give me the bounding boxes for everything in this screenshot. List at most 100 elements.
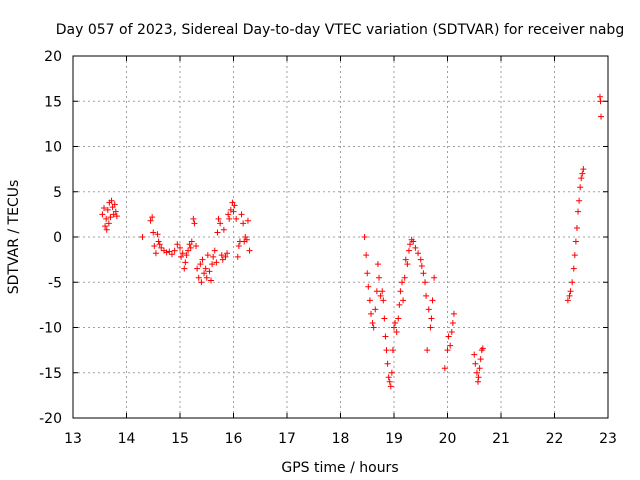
data-point <box>578 175 585 182</box>
data-point <box>415 250 422 257</box>
data-point <box>105 220 112 227</box>
data-point <box>577 184 584 191</box>
data-point <box>397 288 404 295</box>
data-point <box>210 253 217 260</box>
data-point <box>364 270 371 277</box>
data-point <box>384 360 391 367</box>
x-tick-label: 21 <box>492 431 510 447</box>
data-point <box>447 342 454 349</box>
data-point <box>564 297 571 304</box>
data-point <box>215 215 222 222</box>
data-point <box>429 297 436 304</box>
data-point <box>238 211 245 218</box>
data-point <box>372 306 379 313</box>
data-point <box>147 217 154 224</box>
data-point <box>385 374 392 381</box>
x-tick-label: 17 <box>278 431 296 447</box>
data-point <box>197 261 204 268</box>
data-point <box>383 347 390 354</box>
data-point <box>428 315 435 322</box>
data-point <box>596 93 603 100</box>
data-point <box>392 319 399 326</box>
x-tick-label: 16 <box>225 431 243 447</box>
x-tick-label: 22 <box>546 431 564 447</box>
data-point <box>579 170 586 177</box>
data-point <box>103 215 110 222</box>
data-point <box>567 288 574 295</box>
data-point <box>393 329 400 336</box>
data-point <box>569 279 576 286</box>
y-tick-label: -10 <box>39 321 62 337</box>
data-point <box>208 277 215 284</box>
data-point <box>572 238 579 245</box>
data-point <box>150 229 157 236</box>
data-point <box>181 265 188 272</box>
data-point <box>386 378 393 385</box>
data-point <box>377 292 384 299</box>
data-point <box>218 252 225 259</box>
data-point <box>156 241 163 248</box>
data-point <box>235 243 242 250</box>
data-point <box>149 214 156 221</box>
data-point <box>201 270 208 277</box>
data-point <box>111 201 118 208</box>
data-point <box>177 244 183 251</box>
x-tick-label: 20 <box>439 431 457 447</box>
data-point <box>366 297 373 304</box>
data-point <box>363 252 370 259</box>
data-point <box>474 378 481 385</box>
data-points <box>99 93 605 390</box>
data-point <box>580 166 587 173</box>
data-point <box>195 274 202 281</box>
data-point <box>410 238 417 245</box>
data-point <box>191 220 198 227</box>
data-point <box>400 297 407 304</box>
data-point <box>597 98 604 105</box>
data-point <box>472 360 479 367</box>
data-point <box>473 369 480 376</box>
data-point <box>399 279 406 286</box>
data-point <box>444 347 451 354</box>
data-point <box>445 333 452 340</box>
data-point <box>199 256 206 263</box>
x-tick-label: 13 <box>64 431 82 447</box>
data-point <box>367 310 374 317</box>
data-point <box>209 261 216 268</box>
data-point <box>425 306 432 313</box>
data-point <box>185 247 192 254</box>
data-point <box>422 279 429 286</box>
data-point <box>102 223 109 230</box>
data-point <box>404 261 411 268</box>
data-point <box>418 262 425 269</box>
data-point <box>389 347 396 354</box>
y-tick-label: 15 <box>44 94 62 110</box>
data-point <box>204 252 211 259</box>
data-point <box>391 324 397 331</box>
data-point <box>151 243 158 250</box>
data-point <box>379 288 386 295</box>
data-point <box>203 274 210 281</box>
data-point <box>477 356 484 363</box>
grid-lines <box>73 56 608 418</box>
chart-title: Day 057 of 2023, Sidereal Day-to-day VTE… <box>56 22 624 38</box>
y-tick-label: 5 <box>53 185 62 201</box>
data-point <box>402 256 409 263</box>
y-tick-label: 10 <box>44 140 62 156</box>
x-tick-label: 18 <box>332 431 350 447</box>
data-point <box>224 250 231 257</box>
data-point <box>99 211 106 218</box>
data-point <box>220 226 227 233</box>
data-point <box>103 226 110 233</box>
data-point <box>152 250 159 257</box>
data-point <box>382 333 389 340</box>
y-tick-label: 0 <box>53 230 62 246</box>
data-point <box>214 229 221 236</box>
data-point <box>380 297 387 304</box>
data-point <box>417 256 424 263</box>
data-point <box>369 319 376 326</box>
data-point <box>370 324 377 331</box>
data-point <box>178 253 185 260</box>
data-point <box>182 259 189 266</box>
data-point <box>373 288 380 295</box>
